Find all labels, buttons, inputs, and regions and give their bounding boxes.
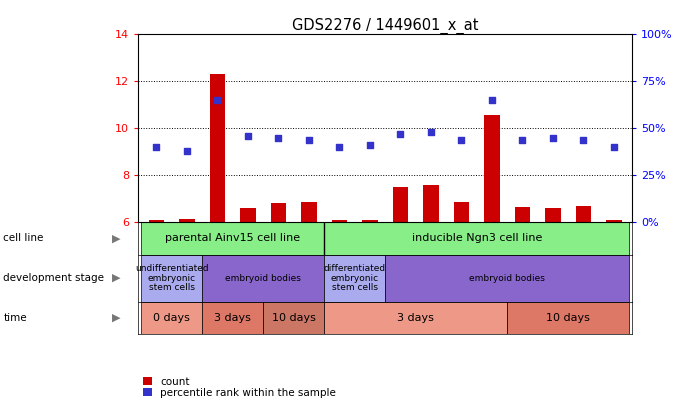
Point <box>547 134 558 141</box>
Text: embryoid bodies: embryoid bodies <box>469 274 545 283</box>
Bar <box>393 187 408 222</box>
Bar <box>263 302 324 334</box>
Bar <box>324 302 507 334</box>
Bar <box>141 302 202 334</box>
Text: 0 days: 0 days <box>153 313 190 323</box>
Bar <box>141 222 324 255</box>
Bar <box>141 255 202 302</box>
Point <box>426 129 437 135</box>
Point <box>517 136 528 143</box>
Point <box>182 147 193 154</box>
Text: embryoid bodies: embryoid bodies <box>225 274 301 283</box>
Bar <box>484 115 500 222</box>
Bar <box>324 255 385 302</box>
Bar <box>606 220 622 222</box>
Bar <box>240 208 256 222</box>
Point <box>151 144 162 150</box>
Text: ▶: ▶ <box>113 233 121 243</box>
Point <box>609 144 620 150</box>
Bar <box>202 302 263 334</box>
Text: development stage: development stage <box>3 273 104 283</box>
Point <box>364 142 375 148</box>
Text: 10 days: 10 days <box>272 313 316 323</box>
Bar <box>576 206 591 222</box>
Point <box>456 136 467 143</box>
Point <box>243 132 254 139</box>
Point <box>212 97 223 103</box>
Text: ▶: ▶ <box>113 313 121 323</box>
Bar <box>149 220 164 222</box>
Bar <box>332 220 347 222</box>
Title: GDS2276 / 1449601_x_at: GDS2276 / 1449601_x_at <box>292 18 478 34</box>
Bar <box>324 222 630 255</box>
Bar <box>202 255 324 302</box>
Bar <box>385 255 630 302</box>
Bar <box>271 203 286 222</box>
Bar <box>454 202 469 222</box>
Text: 3 days: 3 days <box>397 313 434 323</box>
Text: 10 days: 10 days <box>547 313 590 323</box>
Point <box>486 97 498 103</box>
Text: parental Ainv15 cell line: parental Ainv15 cell line <box>165 233 301 243</box>
Bar <box>507 302 630 334</box>
Bar <box>210 74 225 222</box>
Text: undifferentiated
embryonic
stem cells: undifferentiated embryonic stem cells <box>135 264 209 292</box>
Point <box>578 136 589 143</box>
Point <box>334 144 345 150</box>
Text: cell line: cell line <box>3 233 44 243</box>
Text: ▶: ▶ <box>113 273 121 283</box>
Text: differentiated
embryonic
stem cells: differentiated embryonic stem cells <box>323 264 386 292</box>
Point <box>395 131 406 137</box>
Bar <box>515 207 530 222</box>
Legend: count, percentile rank within the sample: count, percentile rank within the sample <box>144 377 336 398</box>
Bar <box>180 219 195 222</box>
Text: 3 days: 3 days <box>214 313 252 323</box>
Point <box>273 134 284 141</box>
Bar <box>545 208 560 222</box>
Text: time: time <box>3 313 27 323</box>
Bar <box>362 220 377 222</box>
Bar <box>424 185 439 222</box>
Bar <box>301 202 316 222</box>
Text: inducible Ngn3 cell line: inducible Ngn3 cell line <box>412 233 542 243</box>
Point <box>303 136 314 143</box>
